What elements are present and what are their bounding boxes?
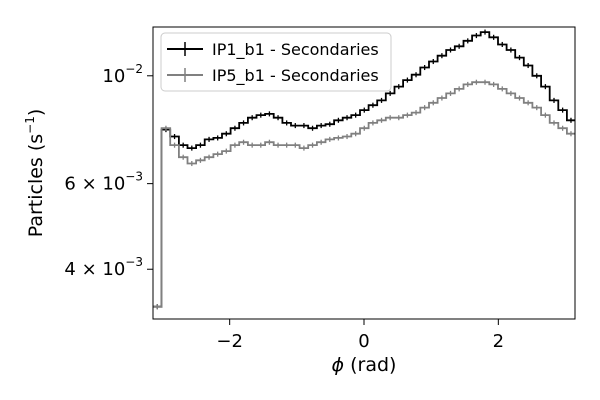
y-axis-label-text: Particles (s bbox=[25, 134, 47, 237]
y-axis: 4 × 10−3 6 × 10−3 10−2 bbox=[64, 62, 153, 280]
series-1-step bbox=[153, 31, 575, 308]
x-axis-label: ϕ (rad) bbox=[332, 354, 397, 376]
legend-label-ip5: IP5_b1 - Secondaries bbox=[212, 66, 379, 86]
y-axis-label-close: ) bbox=[25, 109, 47, 116]
y-tick-label-2: 10−2 bbox=[102, 62, 143, 87]
legend-label-ip1: IP1_b1 - Secondaries bbox=[212, 40, 379, 60]
legend-box bbox=[160, 32, 392, 92]
series-2-step bbox=[153, 81, 575, 308]
x-axis-label-symbol: ϕ bbox=[332, 354, 345, 376]
x-axis: −2 0 2 bbox=[216, 319, 504, 352]
series-layer bbox=[153, 29, 575, 310]
y-tick-label-0: 4 × 10−3 bbox=[64, 255, 143, 280]
x-tick-label-2: 2 bbox=[493, 331, 504, 352]
y-axis-label: Particles (s−1) bbox=[23, 109, 47, 238]
x-tick-label-1: 0 bbox=[358, 331, 369, 352]
x-axis-label-text: (rad) bbox=[344, 354, 396, 376]
y-tick-label-1: 6 × 10−3 bbox=[64, 170, 143, 195]
legend: IP1_b1 - Secondaries IP5_b1 - Secondarie… bbox=[160, 32, 392, 92]
y-axis-label-exponent: −1 bbox=[23, 116, 37, 134]
x-tick-label-0: −2 bbox=[216, 331, 243, 352]
